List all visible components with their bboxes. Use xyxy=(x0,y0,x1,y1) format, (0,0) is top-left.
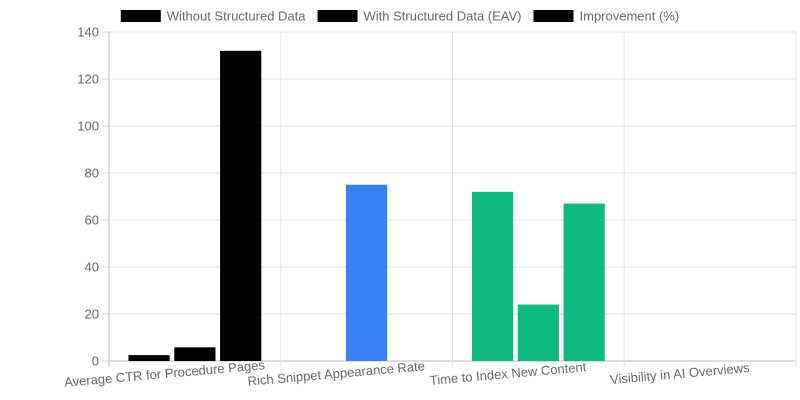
bar xyxy=(220,50,262,362)
y-tick-label: 140 xyxy=(77,25,99,40)
bar xyxy=(346,184,388,361)
bar xyxy=(174,347,216,361)
y-tick-label: 40 xyxy=(85,260,99,275)
legend-label: Without Structured Data xyxy=(167,9,306,24)
y-tick-label: 80 xyxy=(85,166,99,181)
bar xyxy=(471,191,514,361)
bar xyxy=(563,203,605,361)
legend-label: Improvement (%) xyxy=(580,9,680,24)
bar xyxy=(128,355,170,361)
y-tick-label: 120 xyxy=(77,72,99,87)
y-tick-label: 0 xyxy=(92,354,99,369)
y-tick-label: 100 xyxy=(77,119,99,134)
x-tick-label: Rich Snippet Appearance Rate xyxy=(247,358,425,388)
legend-swatch xyxy=(533,10,574,22)
legend-label: With Structured Data (EAV) xyxy=(364,9,522,24)
legend-swatch xyxy=(120,10,161,22)
bar xyxy=(517,304,559,361)
legend-swatch xyxy=(317,10,358,22)
y-tick-label: 20 xyxy=(85,307,99,322)
x-tick-label: Visibility in AI Overviews xyxy=(609,360,750,387)
y-tick-label: 60 xyxy=(85,213,99,228)
